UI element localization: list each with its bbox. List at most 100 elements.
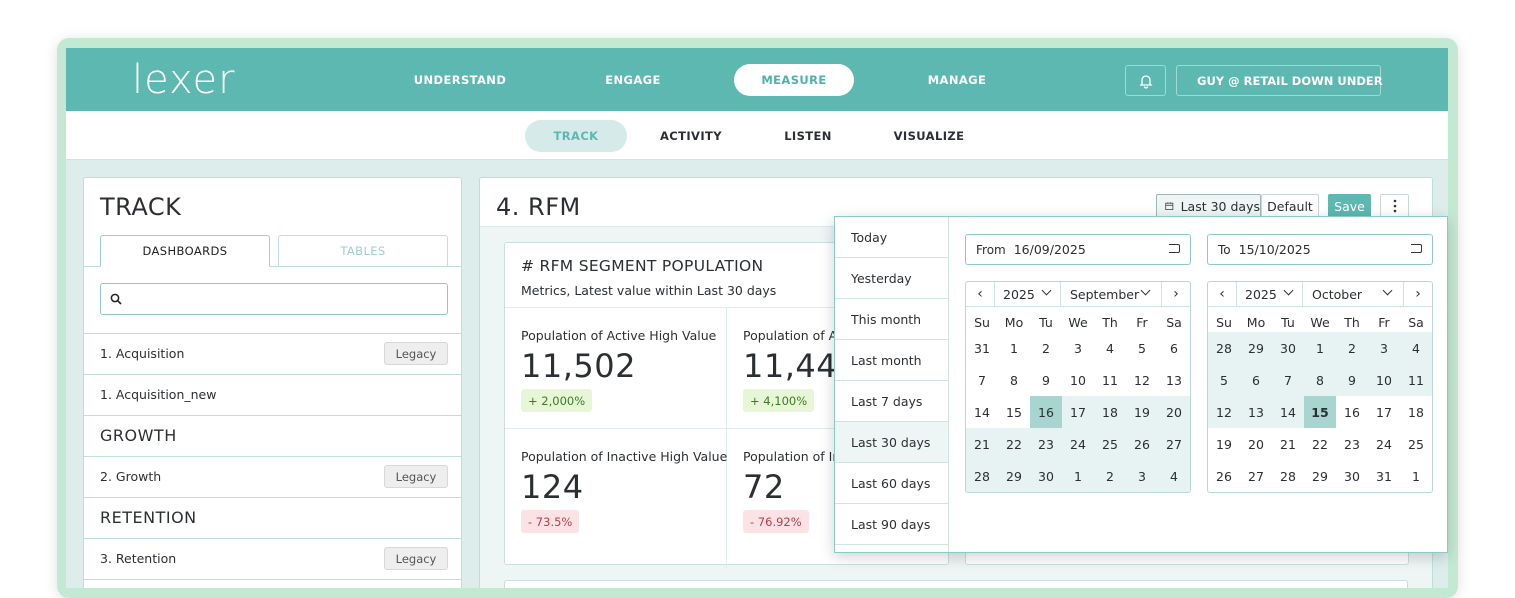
calendar-day[interactable]: 13 xyxy=(1240,396,1272,428)
calendar-day[interactable]: 9 xyxy=(1336,364,1368,396)
calendar-day[interactable]: 16 xyxy=(1344,404,1360,420)
calendar-day[interactable]: 26 xyxy=(1216,468,1232,484)
calendar-day[interactable]: 23 xyxy=(1030,428,1062,460)
calendar-day[interactable]: 15 xyxy=(1304,396,1336,428)
prev-month[interactable]: ‹ xyxy=(966,282,995,306)
calendar-day[interactable]: 28 xyxy=(1280,468,1296,484)
default-button[interactable]: Default xyxy=(1261,194,1319,218)
month-select[interactable]: September xyxy=(1061,282,1161,306)
calendar-day[interactable]: 22 xyxy=(998,428,1030,460)
calendar-day[interactable]: 3 xyxy=(1126,460,1158,492)
notification-button[interactable] xyxy=(1125,65,1166,96)
preset-option[interactable]: Yesterday xyxy=(835,258,948,299)
date-input[interactable]: To 15/10/2025 xyxy=(1207,234,1433,265)
dashboard-link[interactable]: 1. Acquisition_new xyxy=(100,387,217,402)
dashboard-link[interactable]: 1. Acquisition xyxy=(100,346,185,361)
calendar-day[interactable]: 28 xyxy=(966,460,998,492)
calendar-day[interactable]: 1 xyxy=(1304,332,1336,364)
calendar-day[interactable]: 6 xyxy=(1240,364,1272,396)
save-button[interactable]: Save xyxy=(1328,194,1371,218)
year-select[interactable]: 2025 xyxy=(1237,282,1303,306)
calendar-day[interactable]: 20 xyxy=(1158,396,1190,428)
calendar-day[interactable]: 8 xyxy=(1304,364,1336,396)
nav-item[interactable]: ENGAGE xyxy=(605,73,661,87)
dashboard-link[interactable]: 3. Retention xyxy=(100,551,177,566)
calendar-day[interactable]: 31 xyxy=(974,340,990,356)
calendar-day[interactable]: 6 xyxy=(1170,340,1178,356)
calendar-day[interactable]: 9 xyxy=(1042,372,1050,388)
subnav-item[interactable]: TRACK xyxy=(525,120,627,152)
calendar-day[interactable]: 11 xyxy=(1400,364,1432,396)
calendar-day[interactable]: 19 xyxy=(1126,396,1158,428)
preset-option[interactable]: Last month xyxy=(835,340,948,381)
calendar-day[interactable]: 18 xyxy=(1094,396,1126,428)
calendar-day[interactable]: 11 xyxy=(1102,372,1118,388)
calendar-day[interactable]: 19 xyxy=(1216,436,1232,452)
calendar-day[interactable]: 1 xyxy=(1062,460,1094,492)
calendar-day[interactable]: 2 xyxy=(1042,340,1050,356)
calendar-day[interactable]: 8 xyxy=(1010,372,1018,388)
next-month[interactable]: › xyxy=(1403,282,1432,306)
nav-item[interactable]: MANAGE xyxy=(927,73,987,87)
calendar-day[interactable]: 28 xyxy=(1208,332,1240,364)
year-select[interactable]: 2025 xyxy=(995,282,1061,306)
subnav-item[interactable]: LISTEN xyxy=(784,129,832,143)
calendar-day[interactable]: 21 xyxy=(1280,436,1296,452)
calendar-day[interactable]: 30 xyxy=(1272,332,1304,364)
calendar-day[interactable]: 30 xyxy=(1030,460,1062,492)
search-input[interactable] xyxy=(100,283,448,315)
calendar-day[interactable]: 1 xyxy=(1412,468,1420,484)
dashboard-link[interactable]: 2. Growth xyxy=(100,469,162,484)
sidebar-tab[interactable]: DASHBOARDS xyxy=(100,235,270,267)
calendar-day[interactable]: 2 xyxy=(1094,460,1126,492)
calendar-day[interactable]: 5 xyxy=(1138,340,1146,356)
calendar-day[interactable]: 7 xyxy=(978,372,986,388)
calendar-day[interactable]: 14 xyxy=(1272,396,1304,428)
calendar-day[interactable]: 15 xyxy=(1006,404,1022,420)
calendar-day[interactable]: 23 xyxy=(1344,436,1360,452)
calendar-day[interactable]: 24 xyxy=(1376,436,1392,452)
calendar-day[interactable]: 31 xyxy=(1376,468,1392,484)
calendar-day[interactable]: 29 xyxy=(998,460,1030,492)
calendar-day[interactable]: 24 xyxy=(1062,428,1094,460)
calendar-day[interactable]: 20 xyxy=(1248,436,1264,452)
calendar-day[interactable]: 27 xyxy=(1158,428,1190,460)
subnav-item[interactable]: VISUALIZE xyxy=(893,129,965,143)
calendar-day[interactable]: 18 xyxy=(1408,404,1424,420)
calendar-day[interactable]: 3 xyxy=(1074,340,1082,356)
more-button[interactable] xyxy=(1380,194,1409,218)
sidebar-tab[interactable]: TABLES xyxy=(278,235,448,267)
preset-option[interactable]: Today xyxy=(835,217,948,258)
calendar-day[interactable]: 1 xyxy=(1010,340,1018,356)
calendar-day[interactable]: 10 xyxy=(1368,364,1400,396)
calendar-day[interactable]: 22 xyxy=(1312,436,1328,452)
date-range-button[interactable]: Last 30 days xyxy=(1156,194,1261,218)
user-menu[interactable]: GUY @ RETAIL DOWN UNDER xyxy=(1176,65,1383,96)
calendar-day[interactable]: 29 xyxy=(1312,468,1328,484)
calendar-day[interactable]: 4 xyxy=(1106,340,1114,356)
calendar-day[interactable]: 27 xyxy=(1248,468,1264,484)
calendar-day[interactable]: 12 xyxy=(1134,372,1150,388)
calendar-day[interactable]: 12 xyxy=(1208,396,1240,428)
calendar-day[interactable]: 17 xyxy=(1376,404,1392,420)
nav-item[interactable]: MEASURE xyxy=(734,64,854,96)
calendar-day[interactable]: 4 xyxy=(1400,332,1432,364)
calendar-day[interactable]: 29 xyxy=(1240,332,1272,364)
month-select[interactable]: October xyxy=(1303,282,1403,306)
calendar-day[interactable]: 21 xyxy=(966,428,998,460)
calendar-day[interactable]: 2 xyxy=(1336,332,1368,364)
calendar-day[interactable]: 26 xyxy=(1126,428,1158,460)
calendar-day[interactable]: 13 xyxy=(1166,372,1182,388)
calendar-day[interactable]: 3 xyxy=(1368,332,1400,364)
calendar-day[interactable]: 14 xyxy=(974,404,990,420)
calendar-day[interactable]: 25 xyxy=(1408,436,1424,452)
preset-option[interactable]: Last 90 days xyxy=(835,504,948,545)
calendar-day[interactable]: 10 xyxy=(1070,372,1086,388)
preset-option[interactable]: Last 30 days xyxy=(835,422,948,463)
calendar-day[interactable]: 4 xyxy=(1158,460,1190,492)
preset-option[interactable]: This month xyxy=(835,299,948,340)
calendar-day[interactable]: 16 xyxy=(1030,396,1062,428)
calendar-day[interactable]: 5 xyxy=(1208,364,1240,396)
calendar-day[interactable]: 17 xyxy=(1062,396,1094,428)
calendar-day[interactable]: 7 xyxy=(1272,364,1304,396)
